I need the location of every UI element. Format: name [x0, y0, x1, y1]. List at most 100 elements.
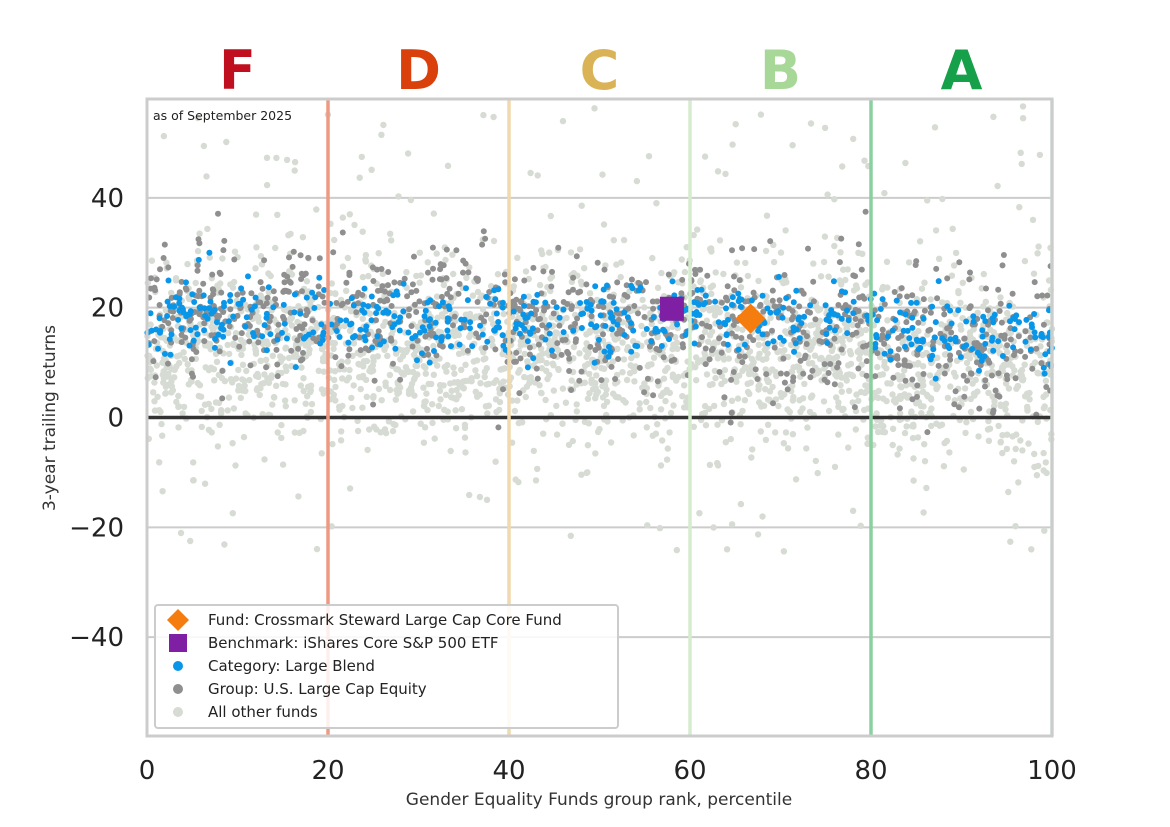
data-point [255, 313, 262, 321]
data-point [943, 363, 949, 369]
data-point [238, 351, 245, 358]
data-point [588, 321, 595, 328]
data-point [622, 399, 629, 406]
data-point [927, 326, 934, 333]
data-point [287, 230, 294, 238]
data-point [811, 352, 819, 359]
data-point [491, 327, 498, 334]
data-point [237, 336, 245, 344]
data-point [941, 370, 948, 377]
data-point [360, 363, 367, 370]
data-point [517, 355, 524, 362]
data-point [883, 397, 890, 405]
data-point [736, 295, 743, 302]
data-point [164, 313, 171, 319]
data-point [308, 400, 316, 408]
data-point [669, 278, 676, 285]
data-point [329, 440, 336, 448]
data-point [772, 429, 779, 436]
data-point [1041, 370, 1048, 377]
data-point [658, 269, 665, 277]
data-point [982, 298, 989, 305]
data-point [214, 443, 222, 450]
data-point [609, 358, 617, 365]
data-point [281, 306, 288, 313]
data-point [738, 335, 745, 341]
data-point [657, 462, 665, 469]
data-point [791, 348, 798, 355]
data-point [808, 359, 816, 367]
data-point [416, 298, 423, 305]
data-point [499, 299, 506, 306]
data-point [733, 378, 740, 385]
data-point [175, 392, 182, 400]
data-point [309, 289, 316, 296]
data-point [420, 439, 428, 446]
data-point [628, 282, 635, 289]
data-point [357, 351, 364, 358]
data-point [194, 379, 201, 387]
data-point [242, 323, 249, 330]
data-point [278, 421, 285, 429]
data-point [831, 196, 838, 203]
data-point [513, 296, 520, 303]
data-point [872, 373, 879, 380]
data-point [442, 391, 450, 398]
data-point [654, 378, 661, 385]
data-point [1026, 389, 1033, 397]
data-point [201, 305, 208, 312]
data-point [186, 342, 193, 349]
data-point [385, 309, 392, 316]
data-point [414, 337, 421, 344]
data-point [220, 309, 227, 315]
data-point [469, 292, 477, 299]
data-point [838, 388, 845, 395]
data-point [169, 315, 176, 321]
data-point [219, 367, 226, 374]
data-point [393, 288, 400, 295]
data-point [577, 300, 584, 306]
data-point [514, 397, 521, 404]
data-point [959, 279, 966, 286]
data-point [795, 351, 802, 358]
data-point [1004, 342, 1011, 349]
data-point [1014, 383, 1021, 390]
data-point [838, 346, 845, 353]
data-point [513, 358, 519, 365]
data-point [897, 309, 904, 316]
data-point [851, 404, 858, 411]
data-point [970, 390, 978, 397]
data-point [1002, 400, 1010, 407]
data-point [607, 439, 615, 446]
data-point [879, 286, 886, 293]
data-point [237, 384, 244, 391]
data-point [521, 302, 528, 309]
data-point [540, 430, 547, 437]
data-point [178, 278, 185, 285]
data-point [1010, 344, 1017, 351]
data-point [792, 476, 800, 483]
data-point [670, 341, 677, 348]
data-point [838, 288, 845, 295]
data-point [704, 272, 711, 279]
data-point [387, 230, 394, 237]
data-point [534, 172, 541, 179]
data-point [1036, 151, 1044, 159]
data-point [839, 338, 846, 345]
data-point [226, 350, 233, 358]
data-point [318, 345, 326, 353]
data-point [999, 262, 1006, 269]
data-point [631, 364, 638, 371]
data-point [824, 379, 831, 386]
data-point [947, 356, 954, 363]
data-point [748, 297, 755, 304]
data-point [220, 333, 227, 340]
data-point [333, 328, 340, 334]
x-tick-label: 20 [311, 756, 344, 786]
data-point [282, 345, 289, 352]
data-point [467, 325, 473, 332]
data-point [480, 228, 487, 235]
data-point [991, 398, 998, 405]
data-point [914, 338, 921, 344]
data-point [513, 349, 520, 356]
